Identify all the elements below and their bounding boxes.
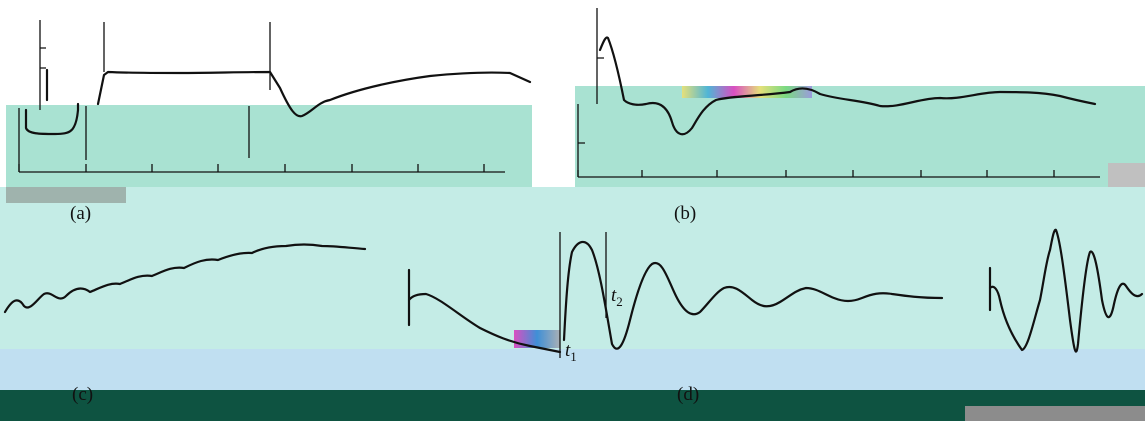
panel-d-main-trace bbox=[562, 240, 944, 350]
background-band-b bbox=[575, 86, 1145, 187]
background-strip-a bbox=[6, 187, 126, 203]
panel-a-plot bbox=[18, 20, 532, 173]
panel-a-label: (a) bbox=[70, 203, 92, 224]
background-band-a bbox=[6, 105, 532, 187]
t1-symbol: t bbox=[565, 340, 571, 361]
panel-d-plot bbox=[407, 232, 944, 358]
background-band-middle bbox=[0, 187, 1145, 349]
panel-b-label: (b) bbox=[674, 203, 697, 224]
panel-d-label: (d) bbox=[677, 384, 700, 405]
panel-a-pulse-trace bbox=[24, 68, 80, 136]
panel-d-right-trace bbox=[988, 228, 1144, 353]
panel-b-plot bbox=[577, 8, 1100, 178]
t1-subscript: 1 bbox=[570, 348, 577, 364]
background-band-gray bbox=[965, 406, 1145, 421]
panel-c-label: (c) bbox=[72, 384, 94, 405]
background-band-blue bbox=[0, 349, 1145, 390]
panel-d-lead-trace bbox=[407, 268, 562, 354]
t2-subscript: 2 bbox=[616, 293, 623, 309]
noise-artifact bbox=[514, 330, 560, 348]
noise-artifact bbox=[682, 86, 812, 98]
panel-c-trace bbox=[3, 243, 367, 314]
t2-label: t2 bbox=[611, 285, 623, 310]
panel-c-plot bbox=[3, 243, 367, 314]
background-band-dark bbox=[0, 390, 1145, 421]
panel-a-main-trace bbox=[96, 70, 532, 118]
t2-symbol: t bbox=[611, 285, 617, 306]
t1-label: t1 bbox=[565, 340, 577, 365]
panel-d-right-plot bbox=[988, 228, 1144, 353]
background-strip-b bbox=[1108, 163, 1145, 187]
panel-b-ticks bbox=[577, 57, 1055, 177]
panel-b-trace bbox=[598, 36, 1097, 136]
panel-a-ticks bbox=[18, 47, 485, 172]
